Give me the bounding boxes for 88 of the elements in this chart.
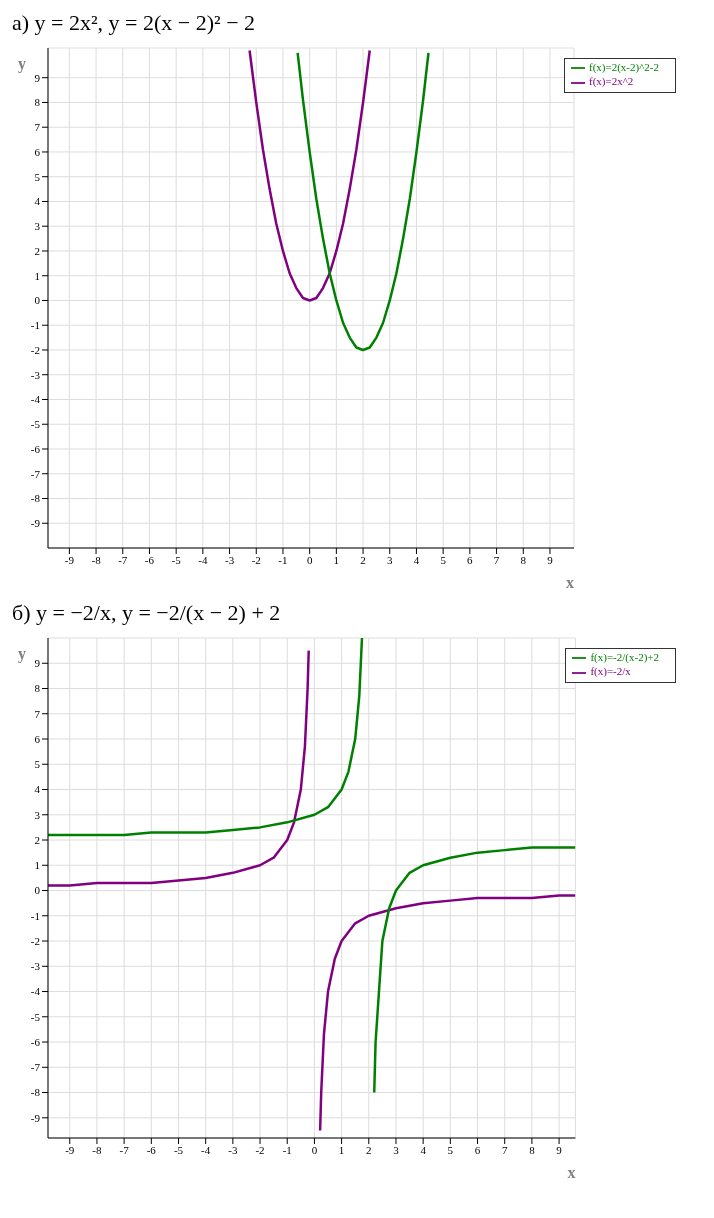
y-tick-label: -6: [30, 442, 41, 455]
y-axis-title: y: [18, 645, 26, 664]
y-tick-label: 9: [34, 71, 41, 84]
y-tick-label: 3: [34, 808, 41, 821]
y-tick-label: 4: [34, 783, 41, 796]
y-tick-label: 7: [34, 121, 41, 134]
y-tick-label: -8: [30, 1086, 41, 1099]
x-tick-label: -9: [65, 1143, 75, 1156]
x-axis-title: x: [567, 1164, 576, 1181]
y-tick-label: 1: [34, 859, 40, 872]
y-tick-label: 0: [34, 294, 41, 307]
y-tick-label: -4: [30, 985, 41, 998]
x-tick-label: -6: [144, 553, 155, 566]
y-tick-label: -9: [30, 1111, 41, 1124]
y-tick-label: -6: [30, 1035, 41, 1048]
x-tick-label: -8: [92, 1143, 103, 1156]
x-tick-label: 6: [474, 1143, 481, 1156]
x-tick-label: -7: [118, 553, 128, 566]
y-tick-label: -1: [30, 909, 40, 922]
y-tick-label: -5: [30, 1010, 41, 1023]
x-tick-label: -6: [146, 1143, 157, 1156]
chart-title: а) y = 2x², y = 2(x − 2)² − 2: [11, 9, 257, 37]
x-tick-label: 9: [547, 553, 554, 566]
x-tick-label: -4: [201, 1143, 211, 1156]
x-tick-label: 3: [387, 553, 394, 566]
x-tick-label: 6: [467, 553, 474, 566]
y-tick-label: -1: [30, 319, 40, 332]
y-tick-label: -3: [30, 960, 41, 973]
x-tick-label: 7: [501, 1143, 508, 1156]
x-tick-label: 4: [420, 1143, 427, 1156]
legend-label: f(x)=-2/x: [590, 665, 631, 678]
x-tick-label: 2: [366, 1143, 372, 1156]
y-tick-label: -4: [30, 393, 41, 406]
x-tick-label: 1: [333, 553, 340, 566]
y-tick-label: -8: [30, 492, 41, 505]
x-tick-label: -2: [251, 553, 261, 566]
x-tick-label: 3: [393, 1143, 400, 1156]
y-tick-label: 6: [34, 145, 41, 158]
x-tick-label: -5: [171, 553, 182, 566]
y-axis-title: y: [18, 55, 26, 74]
y-tick-label: -2: [30, 934, 40, 947]
y-tick-label: 6: [34, 732, 41, 745]
y-tick-label: 7: [34, 707, 41, 720]
x-tick-label: -9: [64, 553, 75, 566]
x-tick-label: 8: [529, 1143, 536, 1156]
y-tick-label: -3: [30, 368, 41, 381]
x-tick-label: 0: [306, 553, 313, 566]
x-tick-label: 7: [493, 553, 500, 566]
x-tick-label: 5: [440, 553, 447, 566]
x-tick-label: 8: [520, 553, 527, 566]
legend-label: f(x)=-2/(x-2)+2: [590, 651, 659, 663]
y-tick-label: -5: [30, 418, 41, 431]
x-tick-label: -5: [173, 1143, 184, 1156]
y-tick-label: 8: [34, 682, 41, 695]
x-tick-label: -7: [119, 1143, 130, 1156]
x-tick-label: 1: [338, 1143, 345, 1156]
y-tick-label: 8: [34, 96, 41, 109]
y-tick-label: -7: [30, 467, 41, 480]
y-tick-label: 0: [34, 884, 41, 897]
legend-label: f(x)=2(x-2)^2-2: [588, 61, 659, 73]
x-tick-label: 2: [360, 553, 366, 566]
y-tick-label: -7: [30, 1061, 41, 1074]
y-tick-label: 3: [34, 220, 41, 233]
x-tick-label: 5: [447, 1143, 454, 1156]
x-tick-label: 0: [311, 1143, 318, 1156]
y-tick-label: 2: [34, 833, 40, 846]
y-tick-label: 9: [34, 657, 41, 670]
x-axis-title: x: [565, 574, 574, 591]
x-tick-label: -3: [228, 1143, 238, 1156]
chart-title: б) y = −2/x, y = −2/(x − 2) + 2: [11, 599, 282, 627]
y-tick-label: -2: [30, 343, 40, 356]
x-tick-label: -8: [91, 553, 102, 566]
x-tick-label: -4: [198, 553, 208, 566]
legend-label: f(x)=2x^2: [588, 75, 634, 88]
x-tick-label: -3: [224, 553, 235, 566]
y-tick-label: 2: [34, 244, 40, 257]
y-tick-label: 1: [34, 269, 40, 282]
y-tick-label: 5: [34, 758, 41, 771]
y-tick-label: 5: [34, 170, 41, 183]
x-tick-label: 9: [556, 1143, 563, 1156]
x-tick-label: -1: [278, 553, 288, 566]
x-tick-label: -2: [255, 1143, 265, 1156]
line-series: [296, 51, 430, 352]
x-tick-label: -1: [282, 1143, 292, 1156]
line-series: [248, 49, 371, 302]
x-tick-label: 4: [413, 553, 420, 566]
y-tick-label: 4: [34, 195, 41, 208]
y-tick-label: -9: [30, 517, 41, 530]
